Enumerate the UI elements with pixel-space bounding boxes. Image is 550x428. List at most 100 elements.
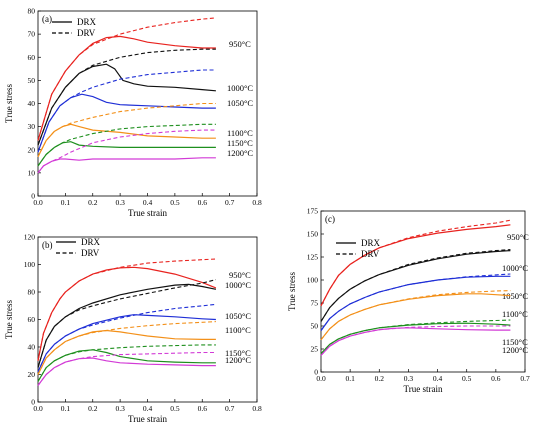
legend-label: DRV (361, 249, 380, 259)
y-tick-label: 30 (28, 122, 36, 131)
legend-label: DRX (77, 17, 97, 27)
drx-curve (320, 327, 511, 356)
series-label: 1200°C (502, 345, 528, 355)
series-label: 1100°C (225, 325, 251, 335)
y-tick-label: 75 (311, 299, 319, 308)
x-tick-label: 0.6 (198, 404, 208, 413)
series-label: 1000°C (227, 83, 253, 93)
x-tick-label: 0.7 (225, 198, 235, 207)
series-label: 950°C (229, 270, 251, 280)
drx-curve (37, 357, 216, 386)
y-tick-label: 40 (28, 99, 36, 108)
drv-curve (37, 129, 216, 174)
drx-curve (320, 275, 511, 331)
drx-curve (320, 293, 511, 341)
y-tick-label: 0 (31, 398, 35, 407)
x-tick-label: 0.4 (143, 198, 153, 207)
panel-label: (a) (42, 14, 52, 24)
x-tick-label: 0.5 (462, 374, 472, 383)
series-label: 950°C (229, 39, 251, 49)
y-tick-label: 80 (28, 288, 36, 297)
x-tick-label: 0.4 (433, 374, 443, 383)
legend-label: DRV (77, 28, 96, 38)
plot-frame (37, 10, 258, 197)
x-tick-label: 0.0 (33, 198, 43, 207)
x-tick-label: 0.0 (33, 404, 43, 413)
series-label: 1000°C (225, 280, 251, 290)
x-tick-label: 0.6 (491, 374, 501, 383)
drx-curve (37, 63, 216, 146)
drv-curve (320, 219, 511, 307)
drx-curve (37, 123, 216, 157)
series-label: 1150°C (227, 138, 253, 148)
y-tick-label: 80 (28, 7, 36, 16)
legend-label: DRX (81, 237, 101, 247)
drv-curve (320, 249, 511, 322)
x-tick-label: 0.7 (520, 374, 530, 383)
y-tick-label: 40 (28, 343, 36, 352)
x-axis-title: True strain (128, 414, 167, 424)
x-tick-label: 0.5 (170, 404, 180, 413)
drx-curve (37, 349, 216, 382)
y-tick-label: 10 (28, 168, 36, 177)
chart-panel: 0.0 0.1 0.2 0.3 0.4 0.5 0.6 0.7 0 25 50 75 100 125 150… (287, 207, 530, 395)
drx-curve (37, 141, 216, 167)
series-label: 1000°C (502, 263, 528, 273)
x-tick-label: 0.4 (143, 404, 153, 413)
y-axis-title: True stress (287, 272, 297, 311)
x-tick-label: 0.8 (252, 198, 262, 207)
drv-curve (37, 69, 216, 153)
y-axis-title: True stress (4, 84, 14, 123)
drv-curve (37, 123, 216, 167)
x-tick-label: 0.5 (170, 198, 180, 207)
series-label: 1100°C (502, 309, 528, 319)
drv-curve (320, 273, 511, 331)
y-tick-label: 20 (28, 145, 36, 154)
drx-curve (37, 157, 216, 174)
series-label: 950°C (507, 232, 529, 242)
y-tick-label: 125 (307, 253, 319, 262)
x-tick-label: 0.1 (61, 404, 71, 413)
y-tick-label: 70 (28, 30, 36, 39)
y-tick-label: 60 (28, 53, 36, 62)
legend-label: DRX (361, 238, 381, 248)
drv-curve (37, 17, 216, 141)
y-tick-label: 0 (31, 192, 35, 201)
chart-panel: 0.0 0.1 0.2 0.3 0.4 0.5 0.6 0.7 0.8 0 10 20 30 40 50 60… (4, 7, 262, 219)
x-tick-label: 0.1 (345, 374, 355, 383)
x-tick-label: 0.2 (88, 404, 98, 413)
x-tick-label: 0.1 (61, 198, 71, 207)
series-label: 1050°C (502, 291, 528, 301)
y-tick-label: 100 (24, 260, 36, 269)
y-tick-label: 175 (307, 207, 319, 216)
y-tick-label: 60 (28, 315, 36, 324)
series-label: 1050°C (225, 311, 251, 321)
y-tick-label: 50 (311, 322, 319, 331)
drx-curve (37, 283, 217, 368)
x-tick-label: 0.3 (115, 404, 125, 413)
drx-curve (37, 329, 216, 375)
y-tick-label: 20 (28, 370, 36, 379)
series-label: 1150°C (502, 337, 528, 347)
y-tick-label: 100 (307, 276, 319, 285)
drx-curve (320, 250, 511, 322)
drx-curve (37, 314, 216, 373)
x-tick-label: 0.3 (115, 198, 125, 207)
drx-curve (37, 35, 216, 141)
y-tick-label: 0 (314, 368, 318, 377)
x-axis-title: True strain (128, 208, 167, 218)
y-axis-title: True stress (4, 300, 14, 339)
series-label: 1050°C (227, 98, 253, 108)
panel-label: (b) (42, 240, 53, 250)
series-label: 1200°C (225, 355, 251, 365)
drx-curve (37, 93, 216, 153)
series-label: 1200°C (227, 148, 253, 158)
x-tick-label: 0.7 (225, 404, 235, 413)
y-tick-label: 25 (311, 345, 319, 354)
drx-curve (37, 266, 217, 361)
y-tick-label: 50 (28, 76, 36, 85)
plot-frame (320, 210, 526, 373)
